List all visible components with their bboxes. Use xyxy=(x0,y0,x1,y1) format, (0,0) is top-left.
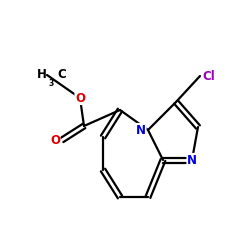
Text: H: H xyxy=(37,68,47,82)
Text: O: O xyxy=(50,134,60,146)
Text: Cl: Cl xyxy=(202,70,215,82)
Text: C: C xyxy=(57,68,66,82)
Text: 3: 3 xyxy=(49,79,54,88)
Text: O: O xyxy=(75,92,85,104)
Text: N: N xyxy=(136,124,146,136)
Text: N: N xyxy=(187,154,197,166)
